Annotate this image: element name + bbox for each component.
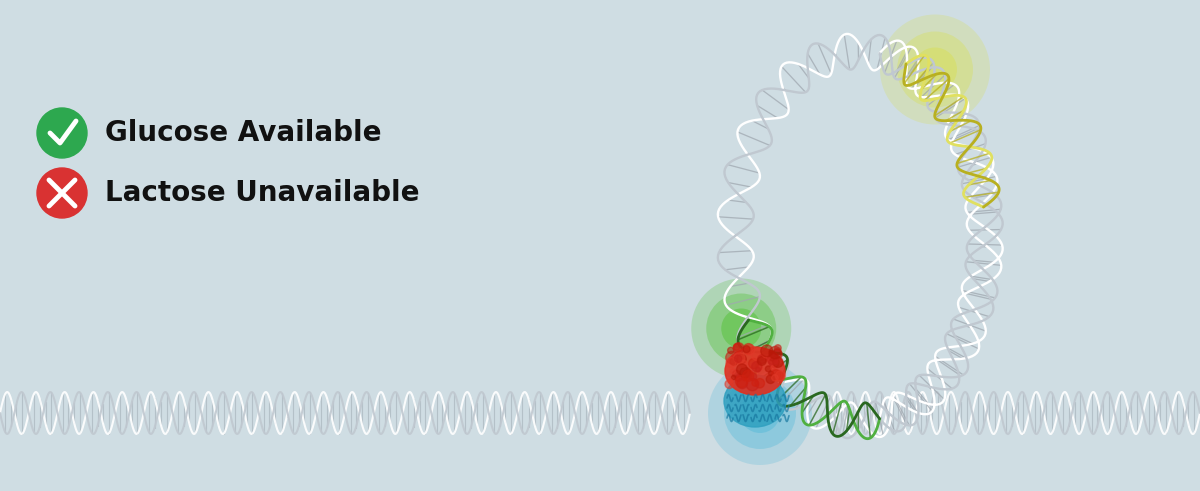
Circle shape xyxy=(773,350,782,359)
Circle shape xyxy=(898,31,973,108)
Text: Lactose Unavailable: Lactose Unavailable xyxy=(106,179,420,207)
Circle shape xyxy=(755,379,764,388)
Circle shape xyxy=(749,373,757,381)
Circle shape xyxy=(757,355,767,363)
Circle shape xyxy=(726,352,738,364)
Circle shape xyxy=(708,361,812,465)
Circle shape xyxy=(737,355,746,364)
Circle shape xyxy=(775,371,785,381)
Circle shape xyxy=(733,353,745,363)
Circle shape xyxy=(756,367,761,372)
Text: Glucose Available: Glucose Available xyxy=(106,119,382,147)
Circle shape xyxy=(757,366,762,371)
Circle shape xyxy=(767,376,772,380)
Circle shape xyxy=(37,108,88,158)
Circle shape xyxy=(768,371,774,376)
Circle shape xyxy=(770,365,775,370)
Circle shape xyxy=(767,375,775,383)
Circle shape xyxy=(736,376,748,387)
Circle shape xyxy=(775,345,781,351)
Circle shape xyxy=(767,354,778,365)
Circle shape xyxy=(743,370,752,379)
Circle shape xyxy=(751,348,763,360)
Circle shape xyxy=(774,349,780,355)
Circle shape xyxy=(768,352,778,361)
Circle shape xyxy=(766,366,772,372)
Circle shape xyxy=(733,344,740,350)
Circle shape xyxy=(769,350,774,355)
Circle shape xyxy=(761,345,773,357)
Circle shape xyxy=(739,360,748,367)
Circle shape xyxy=(727,347,734,354)
Circle shape xyxy=(913,48,958,91)
Circle shape xyxy=(773,357,784,367)
Circle shape xyxy=(725,380,733,388)
Circle shape xyxy=(743,346,750,353)
Ellipse shape xyxy=(725,347,785,395)
Circle shape xyxy=(743,377,746,381)
Circle shape xyxy=(734,355,742,362)
Circle shape xyxy=(743,344,754,354)
Circle shape xyxy=(775,371,784,380)
Circle shape xyxy=(737,364,748,375)
Circle shape xyxy=(774,360,778,364)
Circle shape xyxy=(724,377,796,449)
Circle shape xyxy=(731,369,736,374)
Circle shape xyxy=(769,347,781,359)
Circle shape xyxy=(772,370,781,380)
Circle shape xyxy=(769,357,779,367)
Circle shape xyxy=(736,375,742,382)
Circle shape xyxy=(749,358,758,369)
Circle shape xyxy=(740,367,750,378)
Circle shape xyxy=(731,375,736,380)
Circle shape xyxy=(743,370,754,382)
Circle shape xyxy=(733,343,743,352)
Circle shape xyxy=(751,361,762,372)
Circle shape xyxy=(746,378,758,391)
Ellipse shape xyxy=(724,375,786,427)
Circle shape xyxy=(733,370,740,378)
Circle shape xyxy=(752,380,758,386)
Circle shape xyxy=(740,393,780,433)
Circle shape xyxy=(733,343,744,354)
Circle shape xyxy=(726,357,736,368)
Circle shape xyxy=(762,351,769,358)
Circle shape xyxy=(744,345,755,355)
Circle shape xyxy=(37,168,88,218)
Circle shape xyxy=(757,356,767,365)
Circle shape xyxy=(707,294,776,363)
Circle shape xyxy=(737,378,748,389)
Circle shape xyxy=(880,15,990,125)
Circle shape xyxy=(728,379,732,383)
Circle shape xyxy=(762,352,770,360)
Circle shape xyxy=(730,358,738,365)
Circle shape xyxy=(772,375,778,381)
Circle shape xyxy=(721,308,761,349)
Circle shape xyxy=(691,278,791,379)
